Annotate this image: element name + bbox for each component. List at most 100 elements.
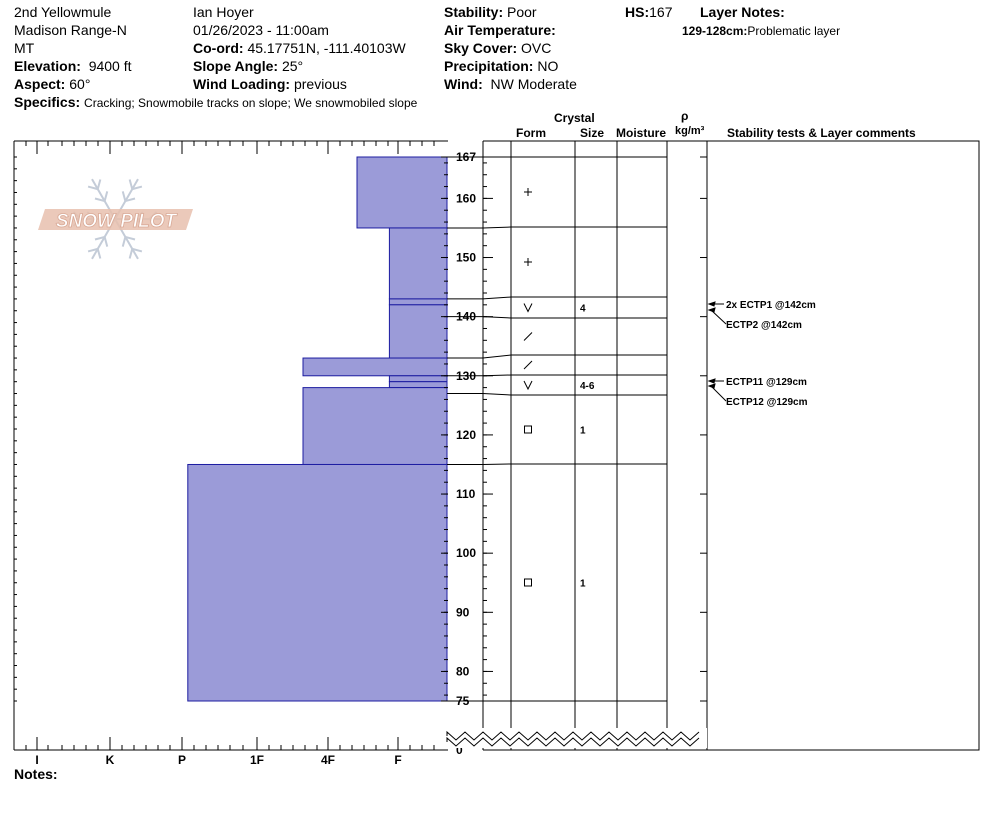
snowflake-branch	[121, 191, 127, 202]
wind-label: Wind:	[444, 76, 483, 92]
state-name: MT	[14, 40, 35, 56]
test-arrow-head	[707, 307, 716, 313]
snowflake-branch	[125, 235, 136, 241]
boundary-connector	[482, 316, 512, 319]
hardness-label: 1F	[250, 753, 264, 767]
crystal-form	[523, 380, 533, 391]
boundary-connector	[482, 354, 512, 359]
depth-label: 80	[456, 664, 470, 678]
col-moisture: Moisture	[616, 126, 667, 140]
aspect-value: 60°	[69, 76, 91, 92]
crystal-size: 4-6	[580, 381, 595, 392]
notes-label: Notes:	[14, 766, 58, 782]
snowflake-branch	[96, 179, 102, 190]
break-zigzag	[446, 730, 700, 741]
air-temperature: Air Temperature:	[444, 21, 556, 39]
aspect-label: Aspect:	[14, 76, 66, 92]
hardness-label: K	[106, 753, 115, 767]
test-arrow-head	[707, 383, 716, 389]
snowpilot-logo: SNOW PILOT	[38, 178, 193, 260]
sky-value: OVC	[521, 40, 552, 56]
elevation-label: Elevation:	[14, 58, 81, 74]
snowflake-branch	[103, 236, 109, 247]
crystal-form	[523, 360, 533, 370]
snowflake-branch	[121, 236, 127, 247]
depth-label: 100	[456, 546, 476, 560]
snowflake-branch	[94, 197, 105, 203]
boundary-connector	[482, 374, 512, 377]
observation-datetime: 01/26/2023 - 11:00am	[193, 22, 329, 38]
hardness-label: 4F	[321, 753, 335, 767]
boundary-connector	[482, 296, 512, 300]
crystal-form	[524, 578, 532, 587]
elevation: Elevation: 9400 ft	[14, 57, 132, 75]
snowflake-branch	[128, 179, 134, 190]
specifics-value: Cracking; Snowmobile tracks on slope; We…	[84, 96, 418, 110]
stability-test-label: ECTP12 @129cm	[726, 397, 808, 408]
coordinates: Co-ord: 45.17751N, -111.40103W	[193, 39, 406, 57]
boundary-connector	[482, 226, 512, 229]
specifics-label: Specifics:	[14, 94, 81, 110]
crystal-form	[523, 303, 533, 313]
snowflake-branch	[131, 185, 143, 191]
wind-loading: Wind Loading: previous	[193, 75, 347, 93]
wind-loading-label: Wind Loading:	[193, 76, 291, 92]
precipitation: Precipitation: NO	[444, 57, 558, 75]
crystal-form	[524, 425, 532, 434]
boundary-connector	[482, 393, 512, 396]
coord-value: 45.17751N, -111.40103W	[247, 40, 406, 56]
wind-value: NW Moderate	[490, 76, 577, 92]
stability: Stability: Poor	[444, 3, 537, 21]
aspect: Aspect: 60°	[14, 75, 90, 93]
col-rho: ρ	[681, 109, 689, 123]
hs-label: HS:	[625, 4, 650, 20]
profile-frame: I K P 1F 4F F	[13, 140, 448, 767]
hardness-layer	[388, 304, 448, 359]
specifics: Specifics: Cracking; Snowmobile tracks o…	[14, 93, 417, 112]
test-arrow-head	[707, 301, 716, 307]
hardness-layer	[302, 357, 448, 377]
stability-value: Poor	[507, 4, 537, 20]
stability-test-label: ECTP11 @129cm	[726, 377, 807, 388]
hardness-layer	[187, 463, 448, 702]
snowflake-branch	[87, 247, 99, 253]
depth-label: 160	[456, 191, 476, 205]
air-temp-label: Air Temperature:	[444, 22, 556, 38]
precip-value: NO	[537, 58, 559, 74]
crystal-size: 1	[580, 579, 586, 590]
snowflake-branch	[125, 197, 136, 203]
hardness-label: P	[178, 753, 186, 767]
col-stability-tests: Stability tests & Layer comments	[727, 126, 916, 140]
crystal-size: 1	[580, 426, 586, 437]
col-size: Size	[580, 126, 605, 140]
depth-label: 120	[456, 428, 476, 442]
layer-notes-title: Layer Notes:	[700, 4, 785, 20]
slope-label: Slope Angle:	[193, 58, 279, 74]
stability-tests: 2x ECTP1 @142cm ECTP2 @142cm ECTP11 @129cm…	[707, 300, 816, 408]
stability-test-label: ECTP2 @142cm	[726, 320, 802, 331]
stability-test-label: 2x ECTP1 @142cm	[726, 300, 816, 311]
sky-cover: Sky Cover: OVC	[444, 39, 551, 57]
hardness-layer	[356, 156, 448, 229]
observer-name: Ian Hoyer	[193, 4, 254, 20]
test-arrow-head	[707, 378, 716, 384]
hardness-label: I	[35, 753, 38, 767]
logo-band	[38, 209, 193, 230]
layer-note-depth: 129-128cm:	[682, 24, 748, 38]
depth-label: 110	[456, 487, 476, 501]
layer-note: 129-128cm:Problematic layer	[682, 22, 840, 40]
wind-loading-value: previous	[293, 76, 347, 92]
wind: Wind: NW Moderate	[444, 75, 577, 93]
logo-text: SNOW PILOT	[56, 211, 178, 232]
sky-label: Sky Cover:	[444, 40, 518, 56]
break-zigzag	[446, 736, 700, 747]
crystal-form	[523, 332, 533, 341]
crystal-table: 4 4-6 1 1	[446, 140, 980, 751]
snowflake-branch	[131, 247, 143, 253]
precip-label: Precipitation:	[444, 58, 534, 74]
break-band	[447, 728, 707, 748]
snowflake-branch	[96, 248, 102, 259]
slope-angle: Slope Angle: 25°	[193, 57, 303, 75]
